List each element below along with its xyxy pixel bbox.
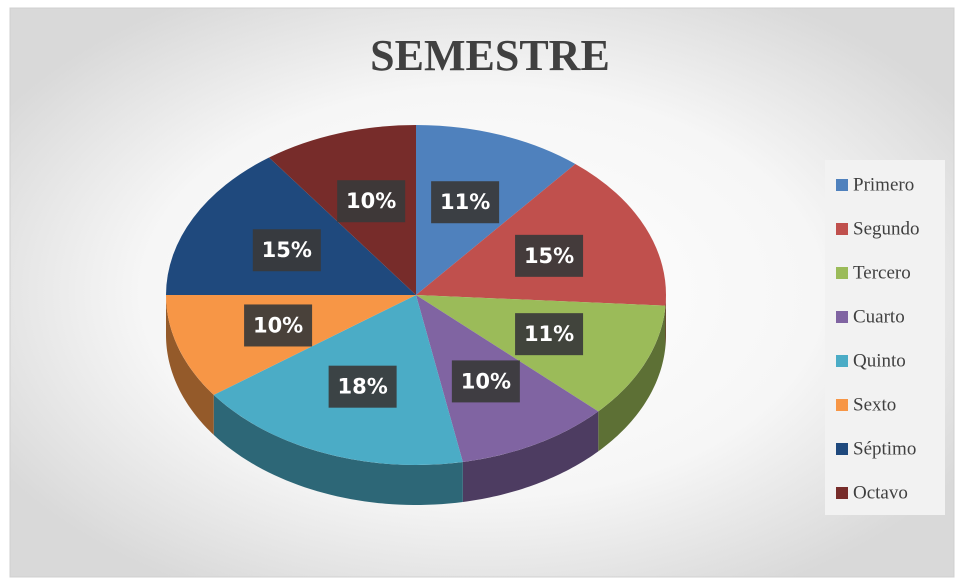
data-label-box [515, 313, 584, 356]
slice-side [213, 394, 463, 505]
chart-title: SEMESTRE [370, 31, 610, 80]
legend-swatch [836, 399, 848, 411]
data-label: 11% [524, 322, 574, 346]
legend-swatch [836, 443, 848, 455]
legend-swatch [836, 267, 848, 279]
data-label: 15% [524, 244, 574, 268]
data-label-box [328, 365, 397, 408]
legend-label: Segundo [853, 218, 920, 239]
data-label-box [244, 304, 313, 347]
legend-swatch [836, 355, 848, 367]
legend-swatch [836, 179, 848, 191]
slice-side [166, 295, 214, 435]
slice [166, 157, 416, 295]
data-label: 11% [440, 190, 490, 214]
legend-label: Quinto [853, 350, 906, 371]
legend-label: Cuarto [853, 306, 905, 327]
data-label: 18% [337, 375, 387, 399]
legend-swatch [836, 311, 848, 323]
legend-label: Primero [853, 174, 914, 195]
data-label-box [337, 180, 406, 223]
data-label: 15% [262, 238, 312, 262]
legend-swatch [836, 487, 848, 499]
legend-label: Tercero [853, 262, 911, 283]
slice-side [598, 305, 666, 452]
legend-swatch [836, 223, 848, 235]
legend-label: Séptimo [853, 438, 916, 459]
legend-label: Octavo [853, 482, 908, 503]
slice-side [462, 411, 599, 502]
data-label-box [252, 229, 321, 272]
data-label: 10% [461, 369, 511, 393]
data-label-box [451, 360, 520, 403]
data-label-box [431, 181, 500, 224]
data-label: 10% [346, 189, 396, 213]
data-label: 10% [253, 313, 303, 337]
legend-box [825, 160, 945, 515]
data-label-box [515, 234, 584, 277]
legend-label: Sexto [853, 394, 896, 415]
